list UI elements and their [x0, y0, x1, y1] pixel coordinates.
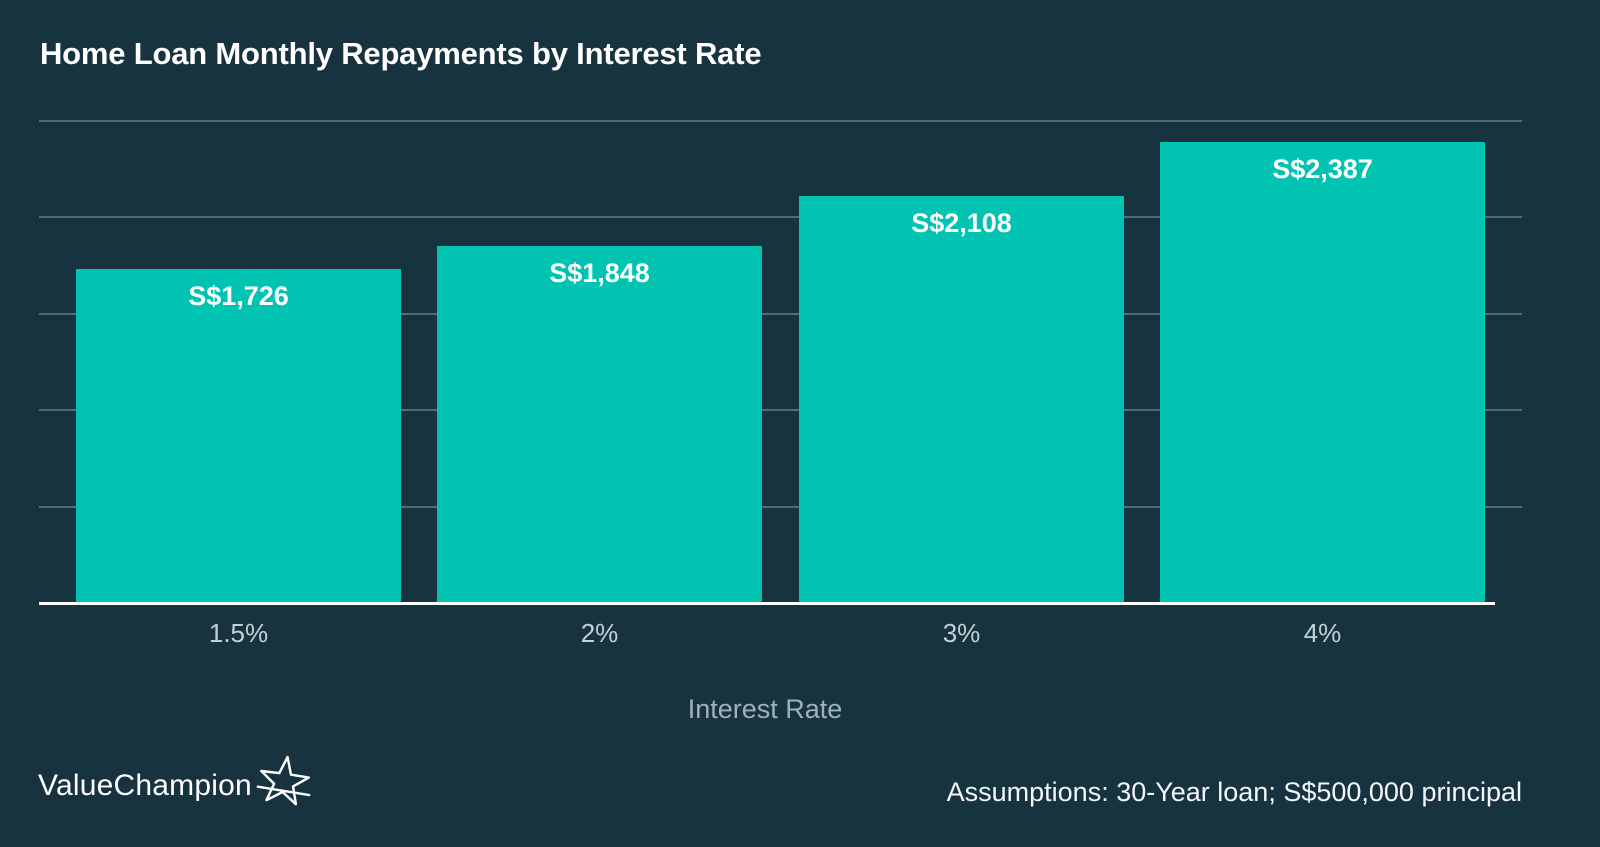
- bar-value-label: S$2,108: [911, 208, 1012, 238]
- star-swoosh-icon: [256, 755, 311, 806]
- bar-value-label: S$1,726: [188, 281, 289, 311]
- x-tick-label: 2%: [580, 618, 619, 648]
- chart-title: Home Loan Monthly Repayments by Interest…: [40, 36, 762, 71]
- gridline: [39, 313, 1522, 315]
- x-tick-label: 4%: [1303, 618, 1342, 648]
- bar-2%: S$1,848: [437, 246, 762, 602]
- x-tick-label: 1.5%: [208, 618, 269, 648]
- x-axis-title: Interest Rate: [687, 694, 843, 724]
- brand-name: ValueChampion: [38, 769, 252, 802]
- x-tick-label: 3%: [942, 618, 981, 648]
- x-axis-line: [39, 602, 1495, 605]
- brand-logo: ValueChampion: [38, 755, 312, 810]
- gridline: [39, 216, 1522, 218]
- gridline: [39, 120, 1522, 122]
- plot-area: S$1,726 S$1,848 S$2,108 S$2,387: [39, 120, 1522, 605]
- bar-1.5%: S$1,726: [76, 269, 401, 602]
- bar-4%: S$2,387: [1160, 142, 1485, 602]
- gridline: [39, 506, 1522, 508]
- bar-value-label: S$1,848: [549, 258, 650, 288]
- assumptions-note: Assumptions: 30-Year loan; S$500,000 pri…: [946, 777, 1522, 807]
- gridline: [39, 409, 1522, 411]
- bar-value-label: S$2,387: [1272, 154, 1373, 184]
- bar-3%: S$2,108: [799, 196, 1124, 602]
